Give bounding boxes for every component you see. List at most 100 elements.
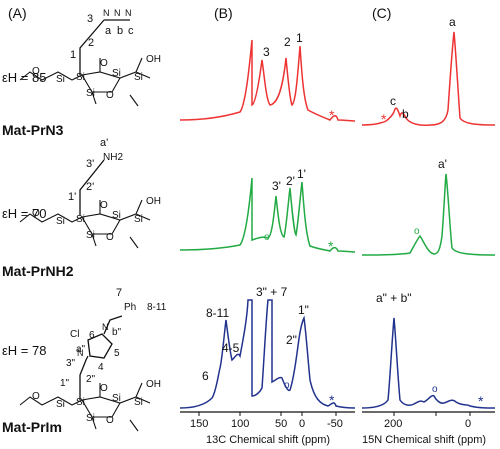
axis-label-13c: 13C Chemical shift (ppm): [206, 434, 330, 446]
azide-n3: N: [125, 8, 132, 18]
peak-label-13c-3p: 3': [272, 179, 281, 193]
svg-text:Si: Si: [112, 393, 121, 404]
tick-15n-200: 200: [384, 418, 402, 430]
peak-label-15n-a: a: [449, 15, 456, 29]
chain-label-1: 1: [70, 49, 76, 61]
azide-n2: N: [114, 8, 121, 18]
tick-13c-50: 50: [275, 418, 287, 430]
structure-prim: εH = 78 Mat-PrIm Ph 8-11 7 N b" Cl 6 N a…: [2, 287, 167, 435]
peak-label-13c-1p: 1': [297, 167, 306, 181]
benzyl-ph: Ph: [124, 302, 136, 313]
propyl-chain-prim: [79, 355, 89, 400]
peak-label-15n-b: b: [402, 107, 409, 121]
svg-text:OH: OH: [146, 379, 161, 390]
epsilon-prn3: εH = 85: [2, 70, 46, 85]
ring-label-a: a": [76, 344, 86, 355]
panel-label-b: (B): [214, 5, 233, 21]
peak-label-15n-apbp: a" + b": [376, 291, 412, 305]
panel-label-a: (A): [8, 5, 27, 21]
amine-label-a: a': [100, 137, 108, 149]
spectrum-13c-prim: [179, 299, 356, 409]
svg-text:O: O: [32, 208, 40, 219]
silica-atoms-prim: O Si Si O Si Si O Si OH: [32, 379, 161, 426]
impurity-marker-15n-prnh2: o: [414, 226, 420, 237]
spinning-sideband-13c-prim: *: [329, 392, 335, 408]
structure-prn3: εH = 85 Mat-PrN3 1 2 3 N N N a b c O Si …: [2, 8, 161, 138]
svg-text:Si: Si: [56, 216, 65, 227]
chain-label-3: 3: [87, 13, 93, 25]
axis-label-15n: 15N Chemical shift (ppm): [362, 434, 486, 446]
phenyl-label: 8-11: [147, 302, 167, 313]
svg-text:O: O: [100, 58, 108, 69]
peak-label-13c-3pp-7: 3" + 7: [256, 285, 288, 299]
tick-13c-100: 100: [231, 418, 249, 430]
azide-label-a: a: [105, 25, 112, 37]
ring-n-lower: N: [77, 348, 84, 358]
silica-network-prnh2: [19, 199, 151, 249]
impurity-marker-13c-prnh2: o: [264, 232, 270, 243]
svg-text:O: O: [32, 66, 40, 77]
svg-text:Si: Si: [56, 399, 65, 410]
azide-n1: N: [103, 8, 110, 18]
imidazolium-ring: [87, 333, 113, 359]
chain-label-2p: 2': [86, 181, 94, 193]
chain-label-3pp: 3": [66, 358, 76, 369]
panel-label-c: (C): [372, 5, 391, 21]
spectrum-15n-prn3: [361, 31, 496, 126]
svg-text:Si: Si: [76, 214, 85, 225]
propyl-chain-prnh2: [79, 159, 105, 215]
svg-text:Si: Si: [134, 72, 143, 83]
tick-13c-neg50: -50: [327, 418, 343, 430]
peak-label-13c-2pp: 2": [286, 333, 297, 347]
spinning-sideband-13c-prn3: *: [329, 107, 335, 123]
azide-label-b: b: [117, 25, 123, 37]
propyl-chain-prn3: [79, 19, 105, 75]
svg-text:Si: Si: [76, 72, 85, 83]
svg-text:Si: Si: [134, 214, 143, 225]
material-prim: Mat-PrIm: [2, 419, 62, 435]
peak-label-13c-4-5: 4-5: [222, 341, 240, 355]
peak-label-13c-1: 1: [296, 31, 303, 45]
peak-label-13c-2p: 2': [286, 174, 295, 188]
silica-atoms-prnh2: O Si Si O Si Si O Si OH: [32, 196, 161, 243]
peak-label-13c-2: 2: [284, 35, 291, 49]
ring-n-upper: N: [102, 322, 109, 332]
svg-text:O: O: [106, 232, 114, 243]
tick-15n-0: 0: [465, 418, 471, 430]
ring-label-b: b": [112, 327, 122, 338]
svg-text:OH: OH: [146, 54, 161, 65]
spinning-sideband-15n-prim: *: [478, 393, 484, 409]
chain-label-1pp: 1": [60, 378, 70, 389]
spectrum-13c-prnh2: [179, 177, 356, 253]
svg-text:Si: Si: [86, 88, 95, 99]
svg-text:Si: Si: [112, 68, 121, 79]
impurity-marker-13c-prim: o: [284, 380, 290, 391]
material-prn3: Mat-PrN3: [2, 122, 64, 138]
spectrum-15n-prnh2: [361, 173, 496, 256]
svg-text:Si: Si: [86, 230, 95, 241]
svg-text:O: O: [100, 200, 108, 211]
peak-label-13c-3: 3: [263, 45, 270, 59]
ring-label-6: 6: [89, 330, 95, 341]
chain-label-3p: 3': [86, 158, 94, 170]
axis-15n: 200 0 15N Chemical shift (ppm): [362, 411, 495, 446]
peak-label-13c-8-11: 8-11: [206, 306, 229, 320]
structure-prnh2: εH = 70 Mat-PrNH2 NH2 a' 3' 2' 1' O Si S…: [2, 137, 161, 279]
silica-atoms-prn3: O Si Si O Si Si O Si OH: [32, 54, 161, 101]
spectrum-15n-prim: [361, 317, 496, 409]
peak-label-13c-6: 6: [202, 369, 209, 383]
ring-label-4: 4: [98, 362, 104, 373]
spectrum-13c-prn3: [179, 39, 356, 122]
spinning-sideband-13c-prnh2: *: [328, 238, 334, 254]
chain-label-2pp: 2": [86, 374, 96, 385]
tick-13c-0: 0: [299, 418, 305, 430]
svg-text:Si: Si: [134, 397, 143, 408]
chloride: Cl: [70, 329, 79, 340]
svg-text:Si: Si: [76, 397, 85, 408]
chain-label-2: 2: [88, 37, 94, 49]
svg-text:Si: Si: [86, 413, 95, 424]
svg-text:O: O: [32, 391, 40, 402]
peak-label-13c-1pp: 1": [298, 303, 309, 317]
amine-group: NH2: [103, 152, 123, 163]
